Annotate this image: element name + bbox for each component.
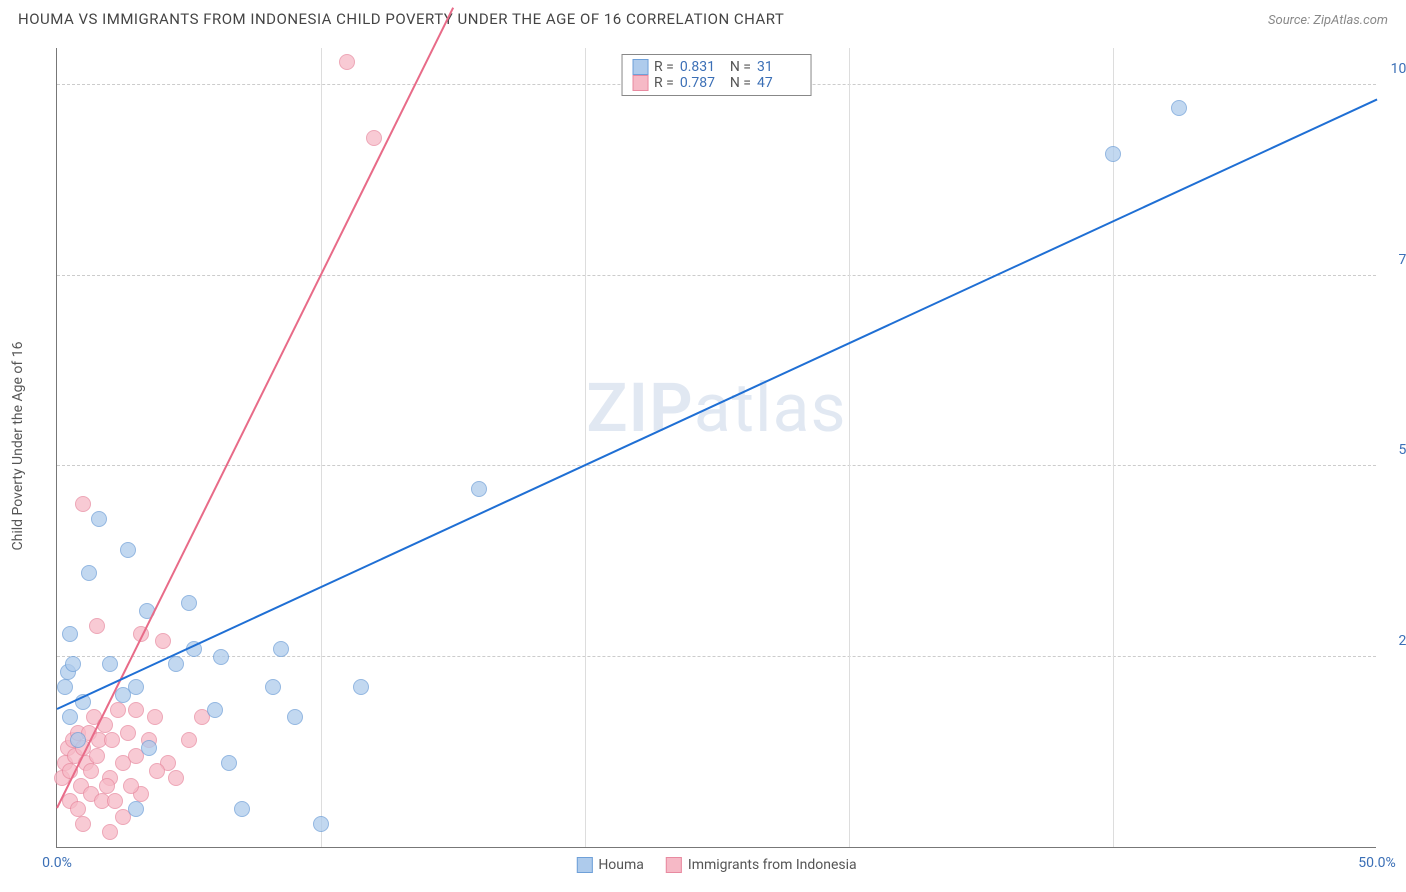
data-point xyxy=(102,824,118,840)
data-point xyxy=(155,633,171,649)
data-point xyxy=(120,725,136,741)
data-point xyxy=(70,801,86,817)
data-point xyxy=(366,130,382,146)
data-point xyxy=(287,709,303,725)
data-point xyxy=(128,702,144,718)
watermark: ZIPatlas xyxy=(586,368,846,448)
data-point xyxy=(141,740,157,756)
data-point xyxy=(110,702,126,718)
correlation-legend: R =0.831N =31R =0.787N =47 xyxy=(621,54,812,96)
series-legend: Houma Immigrants from Indonesia xyxy=(576,857,856,873)
data-point xyxy=(265,679,281,695)
data-point xyxy=(1105,146,1121,162)
data-point xyxy=(128,801,144,817)
data-point xyxy=(62,709,78,725)
gridline-v xyxy=(849,48,850,847)
y-axis-label: Child Poverty Under the Age of 16 xyxy=(10,342,26,551)
data-point xyxy=(57,679,73,695)
y-tick-label: 75.0% xyxy=(1381,252,1406,268)
data-point xyxy=(89,618,105,634)
data-point xyxy=(102,656,118,672)
data-point xyxy=(107,793,123,809)
data-point xyxy=(313,816,329,832)
gridline-h xyxy=(57,656,1376,657)
x-tick-label: 0.0% xyxy=(42,855,72,871)
data-point xyxy=(120,542,136,558)
data-point xyxy=(273,641,289,657)
data-point xyxy=(181,595,197,611)
data-point xyxy=(147,709,163,725)
chart-title: HOUMA VS IMMIGRANTS FROM INDONESIA CHILD… xyxy=(18,10,784,28)
data-point xyxy=(1171,100,1187,116)
data-point xyxy=(353,679,369,695)
data-point xyxy=(123,778,139,794)
data-point xyxy=(181,732,197,748)
data-point xyxy=(213,649,229,665)
data-point xyxy=(81,565,97,581)
data-point xyxy=(83,763,99,779)
data-point xyxy=(65,656,81,672)
gridline-h xyxy=(57,275,1376,276)
legend-item: Houma xyxy=(576,857,644,873)
data-point xyxy=(91,511,107,527)
data-point xyxy=(70,732,86,748)
y-tick-label: 50.0% xyxy=(1381,442,1406,458)
data-point xyxy=(207,702,223,718)
data-point xyxy=(234,801,250,817)
data-point xyxy=(99,778,115,794)
data-point xyxy=(168,656,184,672)
data-point xyxy=(471,481,487,497)
data-point xyxy=(149,763,165,779)
data-point xyxy=(62,626,78,642)
data-point xyxy=(75,816,91,832)
gridline-v xyxy=(321,48,322,847)
data-point xyxy=(75,496,91,512)
gridline-v xyxy=(1113,48,1114,847)
y-tick-label: 25.0% xyxy=(1381,633,1406,649)
data-point xyxy=(89,748,105,764)
legend-item: Immigrants from Indonesia xyxy=(666,857,857,873)
data-point xyxy=(168,770,184,786)
data-point xyxy=(104,732,120,748)
trend-line xyxy=(56,7,454,808)
data-point xyxy=(339,54,355,70)
scatter-chart: ZIPatlas 25.0%50.0%75.0%100.0%0.0%50.0%R… xyxy=(56,48,1376,848)
source-label: Source: ZipAtlas.com xyxy=(1268,13,1388,28)
data-point xyxy=(115,687,131,703)
gridline-v xyxy=(585,48,586,847)
gridline-h xyxy=(57,465,1376,466)
y-tick-label: 100.0% xyxy=(1381,61,1406,77)
x-tick-label: 50.0% xyxy=(1358,855,1396,871)
data-point xyxy=(221,755,237,771)
